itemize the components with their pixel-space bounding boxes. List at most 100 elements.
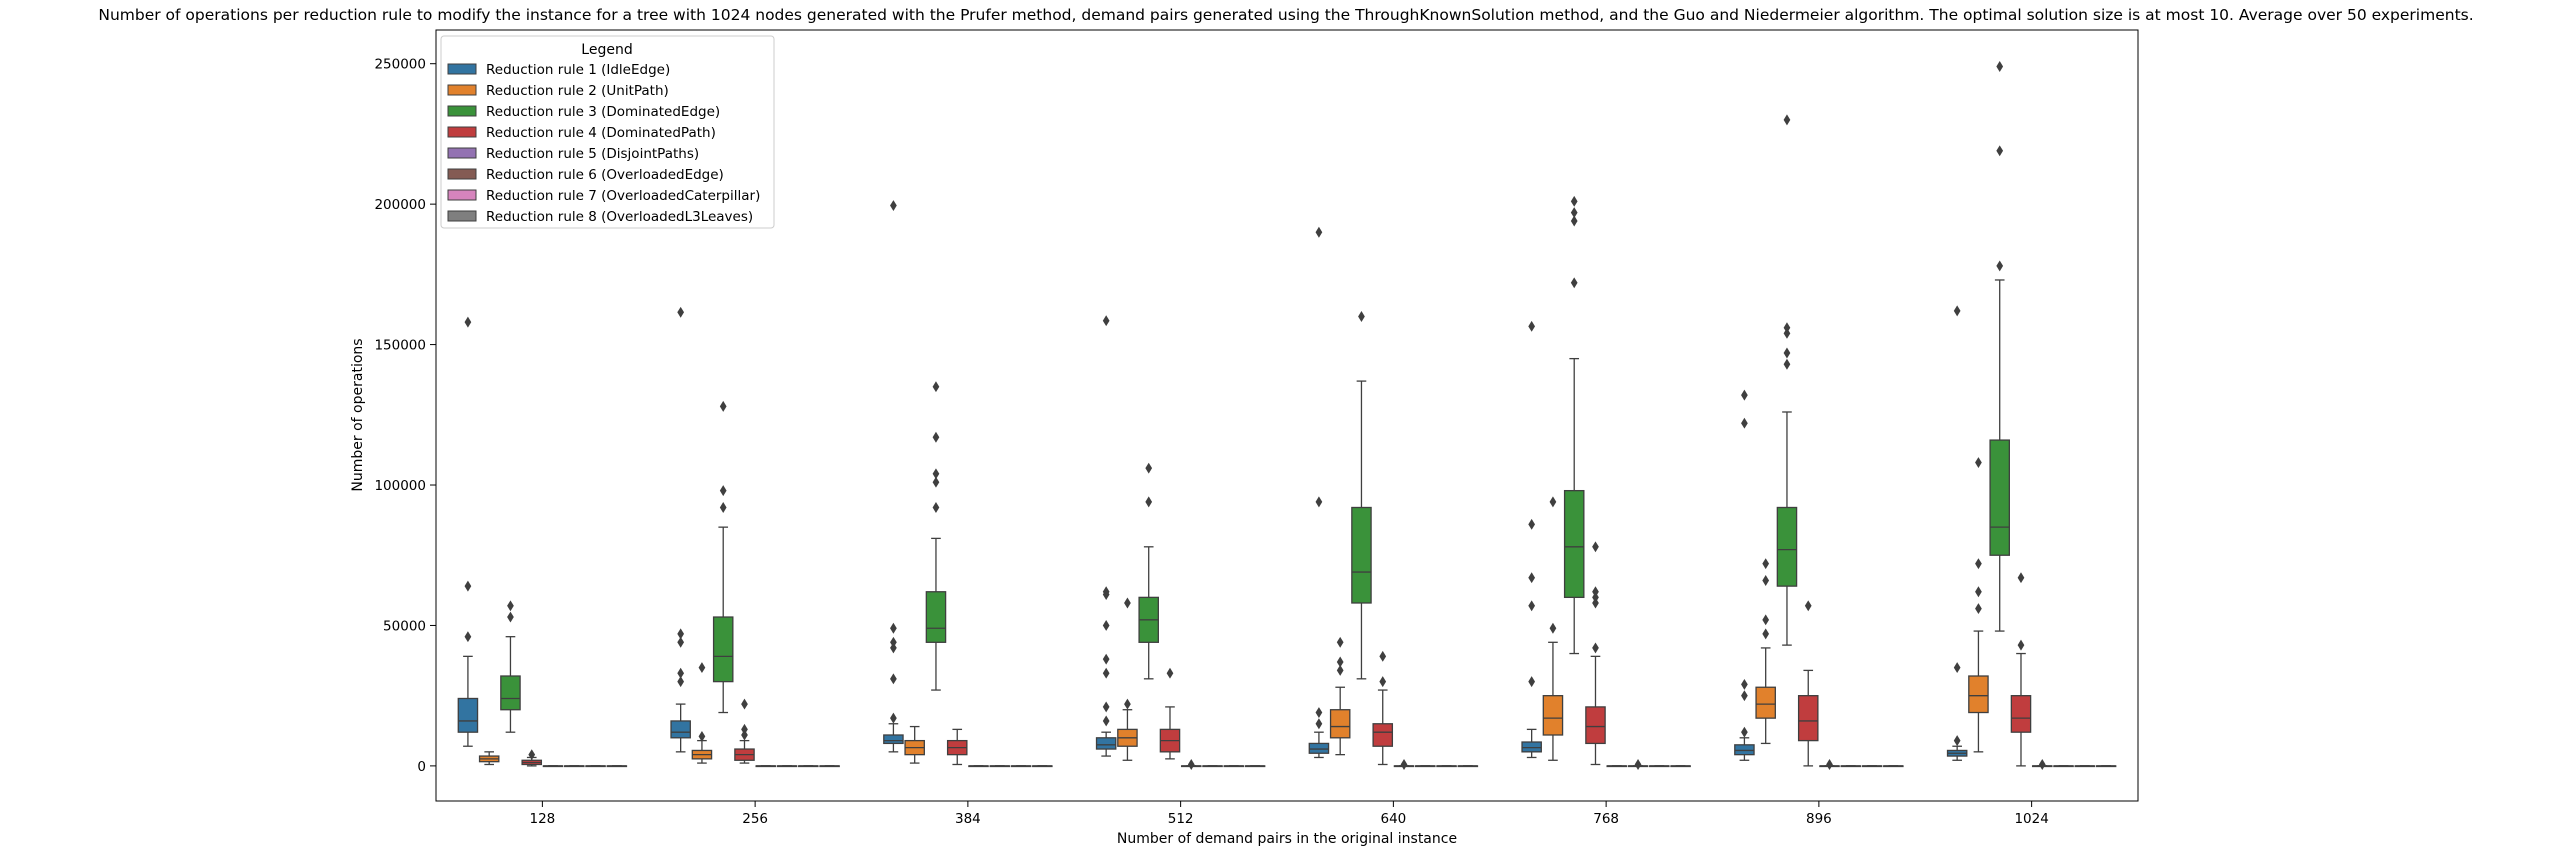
outlier-point <box>1592 597 1599 609</box>
box-4-1024 <box>2010 572 2032 767</box>
box-iqr <box>883 734 904 745</box>
box-3-640 <box>1351 311 1372 680</box>
box-7-512 <box>1223 765 1245 768</box>
outlier-point <box>932 431 940 443</box>
outlier-point <box>464 316 472 328</box>
box-8-640 <box>1457 765 1479 768</box>
y-tick-label: 200000 <box>374 197 426 213</box>
legend-entry-label: Reduction rule 4 (DominatedPath) <box>486 125 716 141</box>
box-iqr <box>500 675 521 711</box>
outlier-point <box>1592 586 1599 598</box>
outlier-point <box>1187 759 1195 770</box>
box-2-128 <box>478 751 500 766</box>
box-2-896 <box>1755 558 1776 745</box>
outlier-point <box>1783 347 1791 359</box>
outlier-point <box>1102 653 1110 665</box>
x-tick-label: 640 <box>1380 811 1406 827</box>
outlier-point <box>1953 662 1961 674</box>
box-iqr <box>1776 506 1798 587</box>
x-axis-label: Number of demand pairs in the original i… <box>1117 831 1457 847</box>
box-1-512 <box>1095 315 1117 757</box>
outlier-point <box>932 502 940 513</box>
outlier-point <box>932 468 940 480</box>
box-2-256 <box>691 662 713 764</box>
box-3-256 <box>712 400 734 714</box>
box-5-1024 <box>2031 759 2053 770</box>
outlier-point <box>1102 701 1110 713</box>
outlier-point <box>932 381 940 393</box>
outlier-point <box>890 636 897 648</box>
outlier-point <box>1783 358 1791 370</box>
box-iqr <box>1797 695 1819 742</box>
box-4-640 <box>1372 650 1394 766</box>
box-iqr <box>457 697 479 733</box>
outlier-point <box>1741 417 1748 429</box>
box-iqr <box>1308 742 1330 754</box>
outlier-point <box>1592 591 1599 603</box>
box-4-256 <box>734 698 755 764</box>
outlier-point <box>1379 676 1387 688</box>
outlier-point <box>1783 322 1791 334</box>
box-1-1024 <box>1946 305 1968 761</box>
outlier-point <box>507 611 514 623</box>
outlier-point <box>1996 61 2004 72</box>
legend-entry-label: Reduction rule 7 (OverloadedCaterpillar) <box>486 188 760 204</box>
outlier-point <box>1975 603 1982 615</box>
outlier-point <box>1592 642 1599 654</box>
legend-swatch <box>447 189 477 201</box>
outlier-point <box>1528 320 1536 332</box>
outlier-point <box>1145 462 1153 474</box>
legend-swatch <box>447 168 477 180</box>
box-6-896 <box>1840 765 1862 768</box>
box-2-384 <box>904 725 925 764</box>
outlier-point <box>1996 260 2004 272</box>
legend-swatch <box>447 210 477 222</box>
outlier-point <box>1379 650 1387 662</box>
outlier-point <box>1762 628 1770 640</box>
box-iqr <box>1563 489 1585 599</box>
box-2-1024 <box>1968 457 1989 753</box>
outlier-point <box>890 673 897 685</box>
box-5-256 <box>755 765 777 768</box>
box-4-512 <box>1159 667 1181 760</box>
box-7-1024 <box>2074 765 2096 768</box>
legend-title: Legend <box>581 42 632 58</box>
y-tick-label: 150000 <box>374 338 426 354</box>
box-5-640 <box>1393 759 1415 770</box>
outlier-point <box>677 306 685 318</box>
outlier-point <box>1996 145 2004 157</box>
y-tick-label: 0 <box>417 759 426 775</box>
outlier-point <box>719 485 727 497</box>
outlier-point <box>1634 759 1642 770</box>
box-7-896 <box>1861 765 1883 768</box>
box-8-128 <box>606 765 628 768</box>
outlier-point <box>1762 575 1770 586</box>
outlier-point <box>1975 457 1982 469</box>
outlier-point <box>1102 715 1110 727</box>
box-iqr <box>1585 706 1606 745</box>
outlier-point <box>507 600 514 612</box>
box-3-384 <box>925 381 947 691</box>
legend: Legend Reduction rule 1 (IdleEdge)Reduct… <box>440 35 775 229</box>
outlier-point <box>1528 600 1536 612</box>
outlier-point <box>719 502 727 513</box>
box-2-768 <box>1542 496 1564 761</box>
outlier-point <box>1975 586 1982 598</box>
outlier-point <box>1570 277 1578 289</box>
outlier-point <box>1975 558 1982 570</box>
box-4-896 <box>1797 600 1819 767</box>
outlier-point <box>1166 667 1174 679</box>
outlier-point <box>1592 541 1599 553</box>
outlier-point <box>1528 676 1536 688</box>
box-6-512 <box>1202 765 1223 768</box>
outlier-point <box>464 631 472 643</box>
outlier-point <box>1102 667 1110 679</box>
box-7-768 <box>1649 765 1670 768</box>
box-8-768 <box>1670 765 1691 768</box>
box-2-512 <box>1117 597 1138 761</box>
box-iqr <box>1351 506 1372 604</box>
x-tick-label: 512 <box>1168 811 1194 827</box>
outlier-point <box>1762 558 1770 570</box>
box-6-640 <box>1415 765 1436 768</box>
box-2-640 <box>1329 636 1351 756</box>
